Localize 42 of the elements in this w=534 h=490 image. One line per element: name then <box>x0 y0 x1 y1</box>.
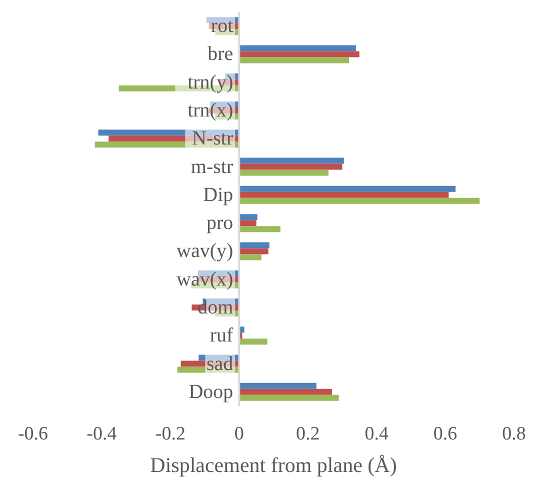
bar <box>239 198 480 204</box>
bar <box>239 158 344 164</box>
bar <box>239 254 262 260</box>
bar <box>239 51 360 58</box>
bar <box>239 226 280 232</box>
x-tick-label: 0.2 <box>296 423 320 444</box>
y-tick-label: wav(x) <box>176 268 234 290</box>
x-tick-label: -0.4 <box>86 423 118 444</box>
bar <box>239 214 258 220</box>
bar <box>239 248 268 254</box>
y-tick-label: wav(y) <box>176 240 234 262</box>
y-tick-label: Dip <box>203 184 234 206</box>
bar <box>239 57 350 64</box>
bar <box>239 382 316 389</box>
bar <box>239 186 456 192</box>
y-tick-label: sad <box>206 352 234 375</box>
bar <box>239 220 256 226</box>
bar <box>239 45 356 52</box>
y-tick-label: bre <box>208 43 234 66</box>
x-tick-label: -0.2 <box>155 423 186 444</box>
y-tick-label: trn(y) <box>188 71 234 94</box>
x-axis-title: Displacement from plane (Å) <box>150 453 397 477</box>
y-tick-label: m-str <box>190 156 234 178</box>
bar <box>239 170 328 176</box>
x-tick-label: 0.6 <box>433 423 458 444</box>
y-tick-label: ruf <box>210 324 234 347</box>
y-tick-label: Doop <box>188 380 234 403</box>
bar <box>239 394 339 401</box>
bar <box>239 388 332 395</box>
bar <box>239 338 268 345</box>
bar <box>239 242 270 248</box>
bar <box>239 192 449 198</box>
x-tick-label: 0.8 <box>502 423 526 444</box>
y-tick-label: rot <box>210 15 234 38</box>
y-tick-label: dom <box>198 296 234 318</box>
y-tick-label: N-str <box>192 128 234 150</box>
x-tick-label: 0 <box>234 423 244 444</box>
y-tick-label: trn(x) <box>188 100 234 122</box>
y-tick-label: pro <box>206 212 234 234</box>
bar <box>239 164 342 170</box>
x-tick-label: 0.4 <box>364 423 389 444</box>
x-tick-label: -0.6 <box>18 423 48 444</box>
